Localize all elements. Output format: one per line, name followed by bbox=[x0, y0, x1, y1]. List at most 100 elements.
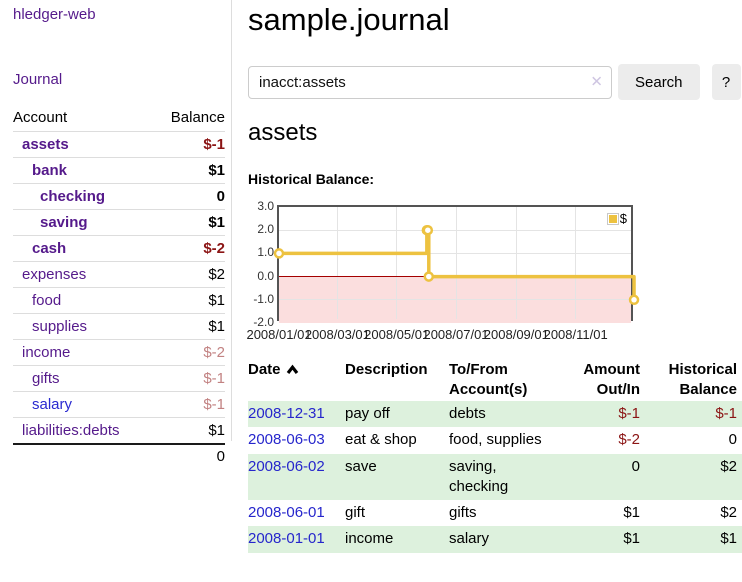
account-row-liabilities-debts: liabilities:debts $1 bbox=[13, 417, 225, 443]
y-axis-tick-label: 1.0 bbox=[257, 245, 274, 260]
transaction-description: income bbox=[345, 526, 449, 553]
account-link-salary[interactable]: salary bbox=[32, 396, 73, 413]
y-axis-tick-label: 2.0 bbox=[257, 222, 274, 237]
x-axis-tick-label: 2008/01/01 bbox=[246, 327, 312, 342]
accounts-total-row: 0 bbox=[13, 443, 225, 467]
account-link-income[interactable]: income bbox=[22, 344, 71, 361]
page-title: sample.journal bbox=[248, 2, 450, 37]
x-axis-tick-label: 2008/03/01 bbox=[304, 327, 370, 342]
transaction-date-link[interactable]: 2008-12-31 bbox=[248, 405, 325, 422]
search-form: ✕ Search ? bbox=[248, 64, 742, 100]
h-gridline bbox=[279, 229, 631, 231]
account-link-supplies[interactable]: supplies bbox=[32, 318, 88, 335]
register-row: 2008-06-01 gift gifts $1 $2 bbox=[248, 500, 742, 526]
account-link-expenses[interactable]: expenses bbox=[22, 266, 87, 283]
account-row-bank: bank $1 bbox=[13, 157, 225, 183]
chart-title: Historical Balance: bbox=[248, 171, 375, 187]
transaction-balance: $2 bbox=[645, 453, 742, 500]
account-row-food: food $1 bbox=[13, 287, 225, 313]
data-point-marker bbox=[628, 294, 640, 306]
x-axis-tick-label: 2008/11/01 bbox=[543, 327, 608, 342]
column-header-balance: Historical Balance bbox=[668, 361, 737, 398]
data-point-marker bbox=[422, 224, 434, 236]
register-row: 2008-06-02 save saving, checking 0 $2 bbox=[248, 453, 742, 500]
account-link-food[interactable]: food bbox=[32, 292, 62, 309]
v-gridline bbox=[336, 207, 338, 319]
account-link-checking[interactable]: checking bbox=[40, 188, 106, 205]
transaction-description: save bbox=[345, 453, 449, 500]
transaction-date-link[interactable]: 2008-01-01 bbox=[248, 530, 325, 548]
register-table: Date Description To/From Account(s) Amou… bbox=[248, 358, 742, 553]
account-balance: $-1 bbox=[203, 136, 225, 153]
transaction-amount: $-1 bbox=[561, 401, 645, 428]
brand-link[interactable]: hledger-web bbox=[13, 6, 96, 23]
transaction-accounts: saving, checking bbox=[449, 453, 561, 500]
legend-swatch-icon bbox=[606, 212, 619, 225]
transaction-date-link[interactable]: 2008-06-02 bbox=[248, 457, 325, 475]
main-content: sample.journal ✕ Search ? assets Histori… bbox=[246, 0, 742, 582]
account-balance: $1 bbox=[208, 214, 225, 231]
h-gridline bbox=[279, 252, 631, 254]
transaction-description: eat & shop bbox=[345, 431, 417, 449]
sidebar: hledger-web Journal Account Balance asse… bbox=[0, 0, 232, 465]
account-link-cash[interactable]: cash bbox=[32, 240, 67, 257]
account-column-header: Account bbox=[13, 109, 68, 126]
register-row: 2008-12-31 pay off debts $-1 $-1 bbox=[248, 401, 742, 428]
register-row: 2008-01-01 income salary $1 $1 bbox=[248, 526, 742, 553]
transaction-amount: 0 bbox=[561, 453, 645, 500]
account-balance: $1 bbox=[208, 292, 225, 309]
y-axis-tick-label: 0.0 bbox=[257, 268, 274, 283]
account-heading: assets bbox=[248, 119, 318, 146]
transaction-date-link[interactable]: 2008-06-01 bbox=[248, 504, 325, 521]
transaction-accounts: gifts bbox=[449, 504, 477, 521]
account-link-assets[interactable]: assets bbox=[22, 136, 69, 153]
help-button[interactable]: ? bbox=[711, 64, 741, 100]
account-row-expenses: expenses $2 bbox=[13, 261, 225, 287]
transaction-date-link[interactable]: 2008-06-03 bbox=[248, 431, 325, 449]
v-gridline bbox=[515, 207, 517, 319]
chart-plot: $ bbox=[273, 205, 640, 323]
transaction-balance: $-1 bbox=[645, 401, 742, 428]
sort-ascending-icon bbox=[286, 364, 298, 374]
account-row-saving: saving $1 bbox=[13, 209, 225, 235]
account-balance: $-2 bbox=[203, 344, 225, 361]
account-row-cash: cash $-2 bbox=[13, 235, 225, 261]
x-axis-tick-label: 2008/09/01 bbox=[483, 327, 549, 342]
search-box: ✕ bbox=[248, 65, 612, 99]
account-balance: $2 bbox=[208, 266, 225, 283]
column-header-account: To/From Account(s) bbox=[449, 361, 528, 398]
column-header-amount: Amount Out/In bbox=[583, 361, 640, 398]
accounts-total-value: 0 bbox=[216, 448, 225, 465]
column-header-date[interactable]: Date bbox=[248, 358, 345, 401]
accounts-table-header: Account Balance bbox=[13, 105, 225, 131]
search-button[interactable]: Search bbox=[618, 64, 700, 100]
v-gridline bbox=[396, 207, 398, 319]
transaction-accounts: food, supplies bbox=[449, 431, 542, 449]
y-axis-tick-label: 3.0 bbox=[257, 199, 274, 213]
account-row-gifts: gifts $-1 bbox=[13, 365, 225, 391]
account-balance: $1 bbox=[208, 422, 225, 439]
clear-search-icon[interactable]: ✕ bbox=[590, 73, 603, 91]
legend-label: $ bbox=[619, 211, 627, 226]
sidebar-item-journal[interactable]: Journal bbox=[13, 71, 63, 88]
transaction-balance: $2 bbox=[720, 504, 737, 521]
account-link-bank[interactable]: bank bbox=[32, 162, 68, 179]
search-input[interactable] bbox=[248, 65, 612, 99]
account-row-checking: checking 0 bbox=[13, 183, 225, 209]
account-link-saving[interactable]: saving bbox=[40, 214, 88, 231]
chart-legend: $ bbox=[606, 211, 627, 226]
account-balance: $1 bbox=[208, 162, 225, 179]
account-link-gifts[interactable]: gifts bbox=[32, 370, 60, 387]
h-gridline bbox=[279, 299, 631, 301]
transaction-description: pay off bbox=[345, 401, 449, 428]
balance-step-line bbox=[279, 228, 636, 300]
y-axis-tick-label: -2.0 bbox=[253, 315, 274, 329]
transaction-accounts: salary bbox=[449, 526, 561, 553]
balance-line-svg bbox=[273, 224, 640, 306]
data-point-marker bbox=[273, 248, 285, 259]
x-axis-tick-label: 2008/07/01 bbox=[423, 327, 489, 342]
transaction-balance: $1 bbox=[645, 526, 742, 553]
historical-balance-chart: $ 3.0 2.0 1.0 0.0 -1.0 -2.0 2008/01/01 2008/03/… bbox=[246, 199, 668, 348]
account-row-salary: salary $-1 bbox=[13, 391, 225, 417]
account-link-liabilities-debts[interactable]: liabilities:debts bbox=[22, 422, 120, 439]
